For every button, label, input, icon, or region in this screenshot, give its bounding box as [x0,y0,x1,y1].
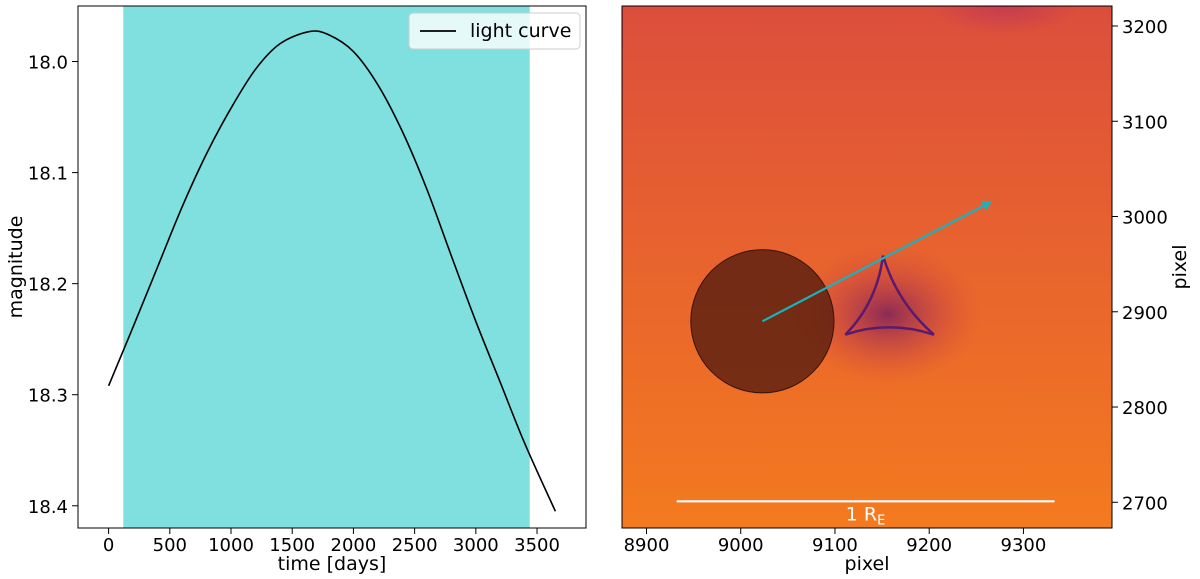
left-x-tick-label: 1000 [208,535,254,556]
caustic-curve [844,255,935,336]
left-x-tick-label: 500 [153,535,187,556]
right-y-tick-label: 3100 [1122,112,1168,133]
shaded-time-span [123,6,530,528]
legend-box [408,12,581,50]
left-y-tick-label: 18.2 [28,275,68,296]
left-y-tick-label: 18.1 [28,164,68,185]
right-y-axis-label: pixel [1169,245,1191,290]
right-x-tick-label: 9200 [906,535,952,556]
right-x-tick-label: 8900 [624,535,670,556]
left-x-tick-label: 2500 [392,535,438,556]
light-curve-line [107,30,557,512]
right-axes-frame [621,5,1113,529]
left-y-tick-label: 18.4 [28,497,68,518]
legend: light curve [408,12,581,50]
magnification-map-panel: 1 RE 8900 9000 9100 9200 9300 2700 2800 2900 30… [621,5,1191,575]
right-y-tick-label: 3000 [1122,208,1168,229]
left-x-tick-label: 2000 [331,535,377,556]
right-x-ticks: 8900 9000 9100 9200 9300 [624,528,1047,556]
legend-label: light curve [470,20,571,42]
left-y-tick-label: 18.3 [28,386,68,407]
left-x-tick-label: 0 [103,535,114,556]
left-x-tick-label: 1500 [269,535,315,556]
left-x-axis-label: time [days] [278,553,387,575]
right-y-ticks: 2700 2800 2900 3000 3100 3200 [1112,17,1168,514]
left-axes-frame [77,5,587,529]
left-y-tick-label: 18.0 [28,53,68,74]
left-y-axis-label: magnitude [5,216,27,319]
right-x-axis-label: pixel [845,553,890,575]
source-disk [690,249,835,394]
right-y-tick-label: 2700 [1122,493,1168,514]
light-curve-panel: 0 500 1000 1500 2000 2500 3000 3500 18.018.118.… [5,5,587,575]
right-x-tick-label: 9100 [812,535,858,556]
right-x-tick-label: 9000 [718,535,764,556]
left-y-ticks: 18.0 18.1 18.2 18.3 18.4 [28,53,78,518]
right-y-tick-label: 3200 [1122,17,1168,38]
map-high-region [930,6,1080,34]
right-y-tick-label: 2800 [1122,398,1168,419]
source-track-arrow [761,201,993,323]
right-x-tick-label: 9300 [1001,535,1047,556]
caustic-halo [792,244,983,385]
right-y-tick-label: 2900 [1122,303,1168,324]
left-x-tick-label: 3000 [453,535,499,556]
left-x-ticks: 0 500 1000 1500 2000 2500 3000 3500 [103,528,560,556]
scale-bar-label: 1 RE [846,503,886,528]
left-x-tick-label: 3500 [514,535,560,556]
